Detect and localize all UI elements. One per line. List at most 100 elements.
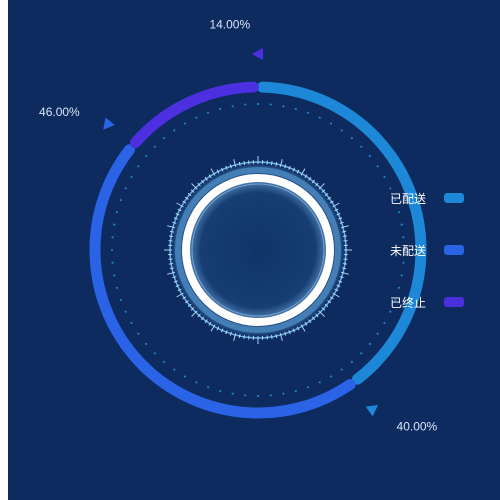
ring-dot	[183, 122, 187, 125]
ring-dot	[111, 236, 114, 239]
ring-dot	[113, 223, 116, 226]
ring-dot	[269, 394, 272, 397]
ring-dot	[115, 286, 119, 289]
ring-dot	[394, 298, 397, 302]
ring-dot	[137, 332, 140, 335]
ring-dot	[389, 187, 392, 190]
tick-mark	[169, 267, 174, 270]
tick-mark	[284, 164, 287, 169]
ring-dot	[329, 122, 333, 125]
tick-mark	[187, 192, 192, 197]
legend-item-undelivered[interactable]: 未配送	[390, 240, 500, 260]
tick-mark	[200, 316, 205, 321]
tick-mark	[336, 212, 341, 216]
tick-mark	[321, 307, 326, 311]
value-label: 14.00%	[209, 17, 250, 31]
donut-segment[interactable]	[257, 81, 427, 385]
tick-mark	[243, 334, 246, 339]
ring-dot	[244, 394, 247, 397]
tick-mark	[176, 202, 184, 208]
ring-dot	[231, 392, 234, 395]
ring-dot	[383, 175, 386, 179]
ring-dot	[256, 394, 260, 398]
tick-mark	[184, 196, 189, 200]
ring-dot	[163, 360, 166, 363]
tick-ring	[164, 156, 352, 344]
tick-mark	[296, 169, 300, 174]
tick-mark	[175, 284, 180, 288]
tick-mark	[182, 296, 187, 300]
ring-dot	[294, 389, 297, 393]
ring-dot	[400, 274, 403, 277]
tick-mark	[308, 176, 312, 181]
tick-mark	[329, 296, 334, 300]
legend-item-terminated[interactable]: 已终止	[390, 292, 500, 312]
ring-dot	[130, 321, 133, 325]
tick-mark	[216, 169, 220, 174]
ring-dot	[376, 165, 379, 168]
center-disc	[186, 178, 330, 322]
ring-dot	[383, 321, 386, 325]
tick-mark	[300, 168, 306, 176]
tick-mark	[220, 328, 224, 333]
tick-mark	[172, 221, 177, 224]
legend-item-delivered[interactable]: 已配送	[390, 188, 500, 208]
chart-container: 40.00% 46.00% 14.00% 已配送 未配送 已终止	[8, 0, 500, 500]
center-white-ring	[182, 174, 334, 326]
ring-dot	[119, 198, 122, 202]
ring-dot	[153, 145, 156, 148]
tick-mark	[339, 276, 344, 279]
tick-mark	[304, 174, 308, 179]
tick-mark	[334, 288, 339, 292]
ring-dot	[350, 360, 353, 363]
ring-dot	[368, 342, 371, 345]
ring-dot	[400, 223, 403, 226]
tick-mark	[288, 330, 291, 335]
ring-dot	[269, 103, 272, 106]
ring-dot	[195, 381, 198, 384]
tick-mark	[340, 225, 349, 229]
ring-dot	[329, 375, 333, 378]
ring-dot	[360, 352, 363, 355]
tick-mark	[342, 230, 347, 233]
tick-mark	[284, 331, 287, 336]
tick-mark	[177, 288, 182, 292]
tick-mark	[229, 331, 232, 336]
ring-dot	[360, 145, 363, 148]
tick-mark	[338, 280, 343, 283]
donut-chart: 40.00% 46.00% 14.00%	[39, 17, 438, 433]
ring-dot	[163, 137, 166, 140]
tick-mark	[200, 179, 205, 184]
ring-dot	[376, 332, 379, 335]
tick-mark	[332, 292, 340, 298]
ring-dot	[206, 111, 210, 114]
tick-mark	[173, 217, 178, 220]
tick-mark	[229, 164, 232, 169]
center-ring	[175, 167, 341, 333]
tick-mark	[288, 165, 291, 170]
tick-mark	[187, 303, 192, 308]
tick-mark	[279, 332, 283, 341]
tick-mark	[169, 230, 174, 233]
tick-mark	[324, 303, 329, 308]
ring-dot	[111, 261, 114, 264]
ring-dot	[340, 368, 343, 371]
tick-mark	[197, 313, 201, 318]
tick-mark	[292, 328, 296, 333]
ring-dot	[256, 102, 260, 106]
ring-dot	[231, 105, 234, 108]
ring-dot	[183, 375, 187, 378]
tick-mark	[329, 200, 334, 204]
label-pointer	[252, 48, 263, 60]
tick-mark	[315, 313, 319, 318]
label-pointer	[103, 117, 115, 130]
tick-mark	[332, 202, 340, 208]
ring-dot	[402, 261, 405, 264]
tick-mark	[190, 307, 195, 311]
ring-dot	[402, 236, 405, 239]
donut-segment[interactable]	[129, 81, 259, 149]
donut-segment[interactable]	[89, 144, 356, 419]
tick-mark	[216, 326, 220, 331]
tick-mark	[238, 334, 241, 339]
value-labels: 40.00% 46.00% 14.00%	[39, 17, 438, 433]
